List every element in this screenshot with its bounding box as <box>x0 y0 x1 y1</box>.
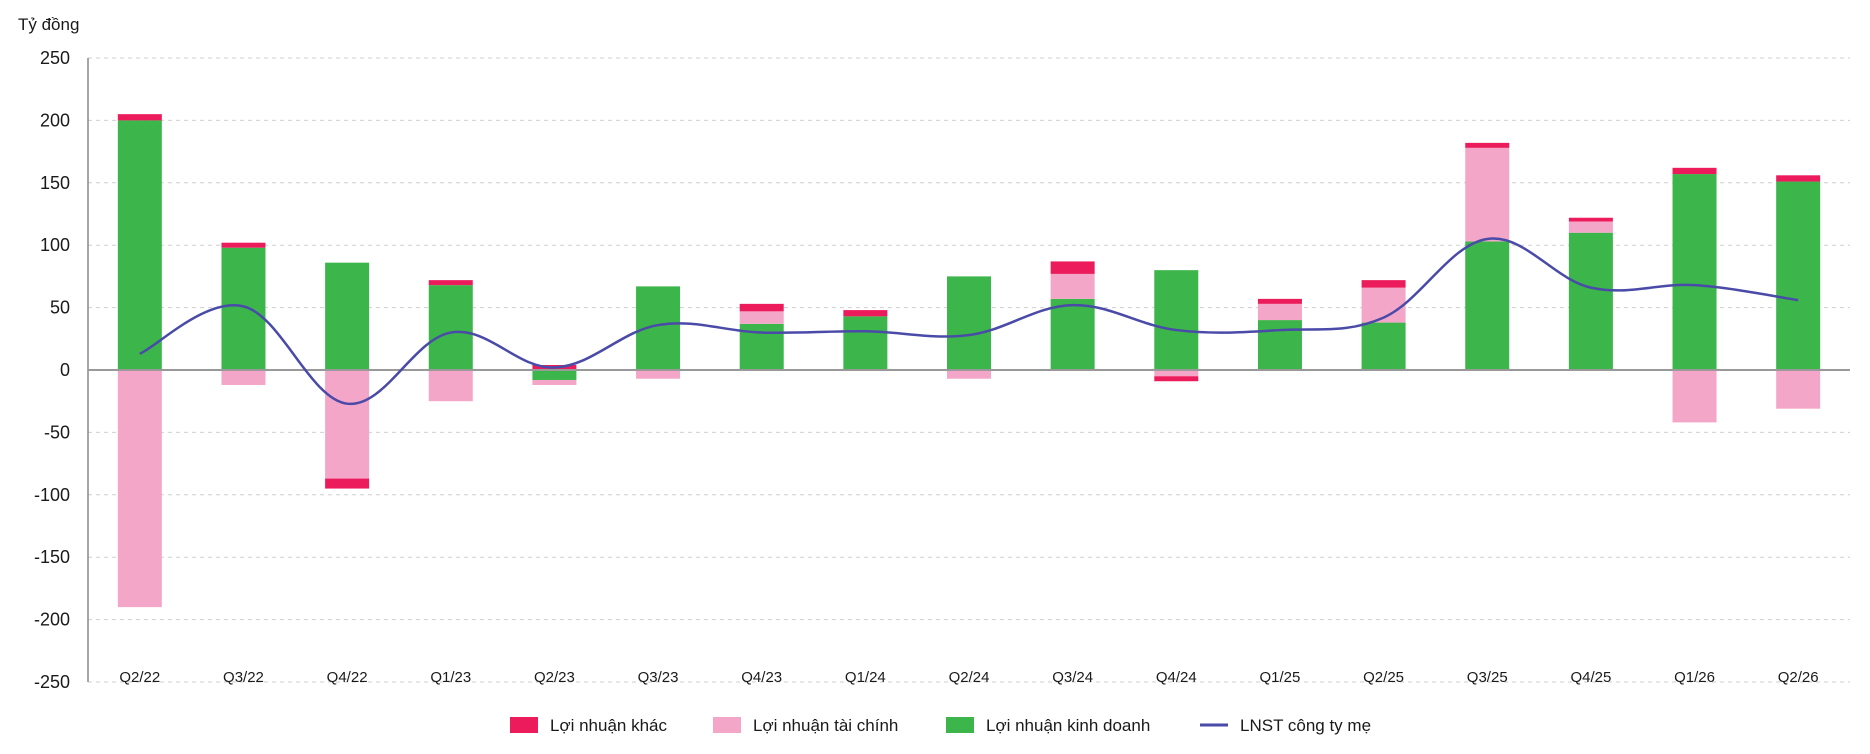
bar-tai_chinh-Q3-23 <box>636 370 681 379</box>
bar-tai_chinh-Q1-26 <box>1672 370 1717 423</box>
x-tick-label: Q3/25 <box>1467 669 1508 686</box>
x-tick-label: Q1/24 <box>845 669 886 686</box>
lnst-line-path <box>139 237 1799 405</box>
bar-tai_chinh-Q2-22 <box>117 370 162 608</box>
bar-khac-Q1-23 <box>428 280 473 286</box>
x-tick-label: Q2/26 <box>1778 669 1819 686</box>
legend-swatch-tai_chinh <box>713 717 741 733</box>
bar-kinh_doanh-Q1-25 <box>1257 320 1302 370</box>
bar-kinh_doanh-Q1-23 <box>428 285 473 370</box>
x-tick-label: Q2/25 <box>1363 669 1404 686</box>
x-tick-label: Q2/22 <box>119 669 160 686</box>
legend-label-khac: Lợi nhuận khác <box>550 716 668 735</box>
bar-khac-Q4-23 <box>739 303 784 312</box>
x-tick-label: Q4/24 <box>1156 669 1197 686</box>
x-tick-label: Q3/24 <box>1052 669 1093 686</box>
bar-kinh_doanh-Q2-26 <box>1776 181 1821 370</box>
bar-khac-Q4-22 <box>325 478 370 489</box>
x-tick-label: Q4/22 <box>327 669 368 686</box>
legend-label-kinh_doanh: Lợi nhuận kinh doanh <box>986 716 1150 735</box>
bar-kinh_doanh-Q4-25 <box>1568 232 1613 370</box>
bar-kinh_doanh-Q2-22 <box>117 120 162 371</box>
bar-kinh_doanh-Q2-24 <box>947 276 991 370</box>
y-tick-label: 200 <box>40 110 70 130</box>
x-tick-label: Q1/26 <box>1674 669 1715 686</box>
bars <box>117 114 1821 608</box>
bar-kinh_doanh-Q2-25 <box>1361 322 1406 370</box>
bar-khac-Q3-22 <box>221 242 266 248</box>
y-tick-label: 50 <box>50 298 70 318</box>
bar-kinh_doanh-Q4-22 <box>325 262 370 370</box>
axes <box>87 58 1850 682</box>
legend-label-lnst: LNST công ty mẹ <box>1240 716 1371 735</box>
bar-tai_chinh-Q1-23 <box>428 370 473 402</box>
bar-tai_chinh-Q2-26 <box>1776 370 1821 409</box>
bar-khac-Q3-25 <box>1465 142 1510 148</box>
x-tick-label: Q4/23 <box>741 669 782 686</box>
bar-khac-Q4-25 <box>1568 217 1613 222</box>
x-tick-label: Q2/23 <box>534 669 575 686</box>
bar-khac-Q1-26 <box>1672 167 1717 175</box>
bar-khac-Q2-22 <box>117 114 162 121</box>
legend: Lợi nhuận khác Lợi nhuận tài chính Lợi nhu… <box>510 716 1371 735</box>
bar-kinh_doanh-Q3-25 <box>1465 241 1510 370</box>
x-tick-labels: Q2/22 Q3/22 Q4/22 Q1/23 Q2/23 Q3/23 Q4/23 Q1/24… <box>119 669 1818 686</box>
y-tick-label: -50 <box>44 422 70 442</box>
bar-tai_chinh-Q4-22 <box>325 370 370 479</box>
legend-swatch-khac <box>510 717 538 733</box>
y-tick-label: -150 <box>34 547 70 567</box>
bar-khac-Q2-26 <box>1776 175 1821 182</box>
bar-khac-Q1-24 <box>843 310 888 317</box>
x-tick-label: Q1/23 <box>430 669 471 686</box>
x-tick-label: Q1/25 <box>1260 669 1301 686</box>
x-tick-label: Q3/22 <box>223 669 264 686</box>
bar-tai_chinh-Q4-24 <box>1154 370 1199 377</box>
bar-kinh_doanh-Q1-26 <box>1672 174 1717 370</box>
y-tick-label: 250 <box>40 48 70 68</box>
legend-swatch-kinh_doanh <box>946 717 974 733</box>
y-tick-labels: 250 200 150 100 50 0 -50 -100 -150 -200 -250 <box>34 48 70 692</box>
x-tick-label: Q2/24 <box>949 669 990 686</box>
bar-khac-Q2-25 <box>1361 280 1406 288</box>
y-tick-label: -100 <box>34 485 70 505</box>
bar-kinh_doanh-Q4-24 <box>1154 270 1199 370</box>
bar-kinh_doanh-Q3-24 <box>1050 298 1095 370</box>
bar-tai_chinh-Q3-22 <box>221 370 266 385</box>
bar-tai_chinh-Q1-25 <box>1257 303 1302 321</box>
bar-khac-Q1-25 <box>1257 298 1302 304</box>
y-tick-label: -250 <box>34 672 70 692</box>
x-tick-label: Q4/25 <box>1570 669 1611 686</box>
bar-kinh_doanh-Q3-22 <box>221 247 266 370</box>
y-unit-label: Tỷ đồng <box>18 15 79 34</box>
lnst-line-series <box>139 237 1799 405</box>
y-tick-label: -200 <box>34 610 70 630</box>
bar-tai_chinh-Q4-25 <box>1568 221 1613 233</box>
bar-kinh_doanh-Q1-24 <box>843 316 888 370</box>
bar-tai_chinh-Q3-25 <box>1465 147 1510 242</box>
bar-khac-Q3-24 <box>1050 261 1095 274</box>
bar-tai_chinh-Q3-24 <box>1050 273 1095 299</box>
bar-tai_chinh-Q2-24 <box>947 370 991 379</box>
bar-tai_chinh-Q2-23 <box>532 379 577 385</box>
bar-khac-Q4-24 <box>1154 376 1199 382</box>
y-tick-label: 150 <box>40 173 70 193</box>
legend-label-tai_chinh: Lợi nhuận tài chính <box>753 716 898 735</box>
y-tick-label: 100 <box>40 235 70 255</box>
bar-tai_chinh-Q4-23 <box>739 311 784 324</box>
y-tick-label: 0 <box>60 360 70 380</box>
x-tick-label: Q3/23 <box>638 669 679 686</box>
bar-kinh_doanh-Q2-23 <box>532 370 577 380</box>
